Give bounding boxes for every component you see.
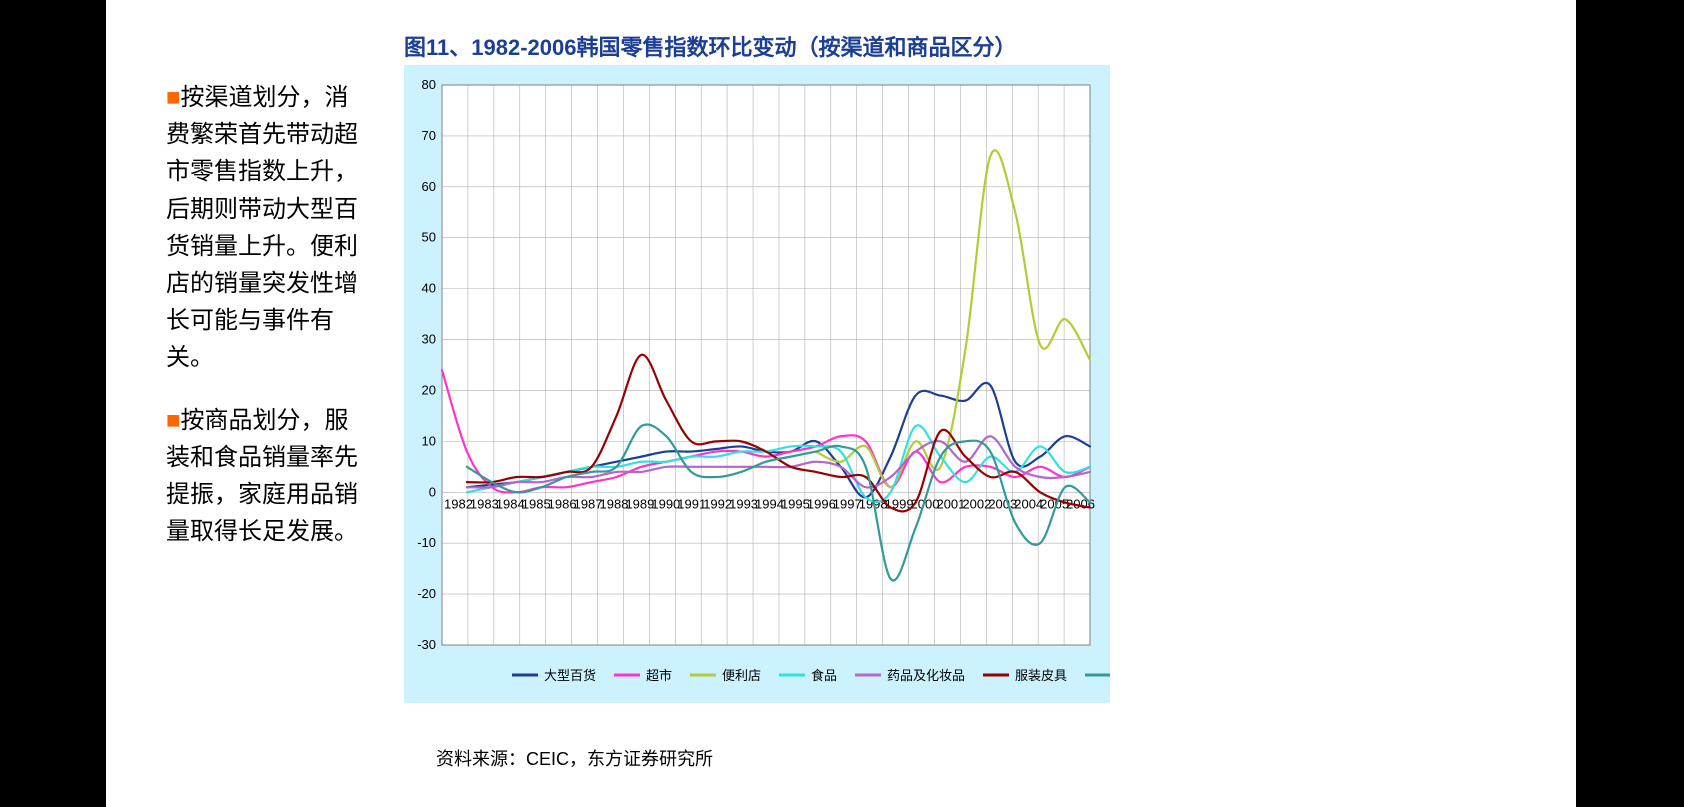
svg-text:50: 50 (422, 230, 436, 245)
svg-text:40: 40 (422, 281, 436, 296)
svg-text:2002: 2002 (962, 496, 991, 511)
svg-text:便利店: 便利店 (722, 668, 761, 683)
svg-text:-30: -30 (417, 637, 436, 652)
para2-text: 按商品划分，服装和食品销量率先提振，家庭用品销量取得长足发展。 (166, 408, 358, 546)
bullet-icon: ■ (166, 407, 181, 434)
svg-text:1983: 1983 (470, 496, 499, 511)
left-commentary: ■按渠道划分，消费繁荣首先带动超市零售指数上升，后期则带动大型百货销量上升。便利… (166, 55, 366, 575)
para2: ■按商品划分，服装和食品销量率先提振，家庭用品销量取得长足发展。 (166, 402, 366, 552)
svg-text:1995: 1995 (781, 496, 810, 511)
svg-text:0: 0 (429, 484, 436, 499)
svg-text:1989: 1989 (625, 496, 654, 511)
svg-text:1987: 1987 (574, 496, 603, 511)
svg-text:20: 20 (422, 382, 436, 397)
para1-text: 按渠道划分，消费繁荣首先带动超市零售指数上升，后期则带动大型百货销量上升。便利店… (166, 85, 358, 371)
chart-area: -30-20-100102030405060708019821983198419… (404, 65, 1110, 703)
svg-text:1993: 1993 (729, 496, 758, 511)
svg-text:1994: 1994 (755, 496, 784, 511)
svg-text:2004: 2004 (1014, 496, 1043, 511)
svg-text:1991: 1991 (677, 496, 706, 511)
svg-text:-20: -20 (417, 586, 436, 601)
svg-text:1997: 1997 (833, 496, 862, 511)
slide: ■按渠道划分，消费繁荣首先带动超市零售指数上升，后期则带动大型百货销量上升。便利… (106, 0, 1576, 807)
svg-text:80: 80 (422, 77, 436, 92)
svg-text:70: 70 (422, 128, 436, 143)
svg-text:60: 60 (422, 179, 436, 194)
svg-text:30: 30 (422, 332, 436, 347)
svg-text:2003: 2003 (988, 496, 1017, 511)
para1: ■按渠道划分，消费繁荣首先带动超市零售指数上升，后期则带动大型百货销量上升。便利… (166, 79, 366, 378)
bullet-icon: ■ (166, 84, 181, 111)
svg-text:食品: 食品 (811, 668, 837, 683)
chart-title: 图11、1982-2006韩国零售指数环比变动（按渠道和商品区分） (404, 30, 1016, 62)
chart-svg: -30-20-100102030405060708019821983198419… (404, 65, 1110, 703)
svg-text:药品及化妆品: 药品及化妆品 (887, 668, 965, 683)
svg-text:1982: 1982 (444, 496, 473, 511)
svg-text:-10: -10 (417, 535, 436, 550)
svg-text:10: 10 (422, 433, 436, 448)
svg-text:1986: 1986 (548, 496, 577, 511)
svg-text:1992: 1992 (703, 496, 732, 511)
svg-text:超市: 超市 (646, 668, 672, 683)
svg-text:大型百货: 大型百货 (544, 668, 596, 683)
source-text: 资料来源：CEIC，东方证券研究所 (436, 745, 713, 771)
svg-text:服装皮具: 服装皮具 (1015, 668, 1067, 683)
svg-text:1990: 1990 (651, 496, 680, 511)
svg-text:1984: 1984 (496, 496, 525, 511)
svg-text:1996: 1996 (807, 496, 836, 511)
svg-text:1988: 1988 (600, 496, 629, 511)
svg-text:2001: 2001 (936, 496, 965, 511)
svg-text:1985: 1985 (522, 496, 551, 511)
